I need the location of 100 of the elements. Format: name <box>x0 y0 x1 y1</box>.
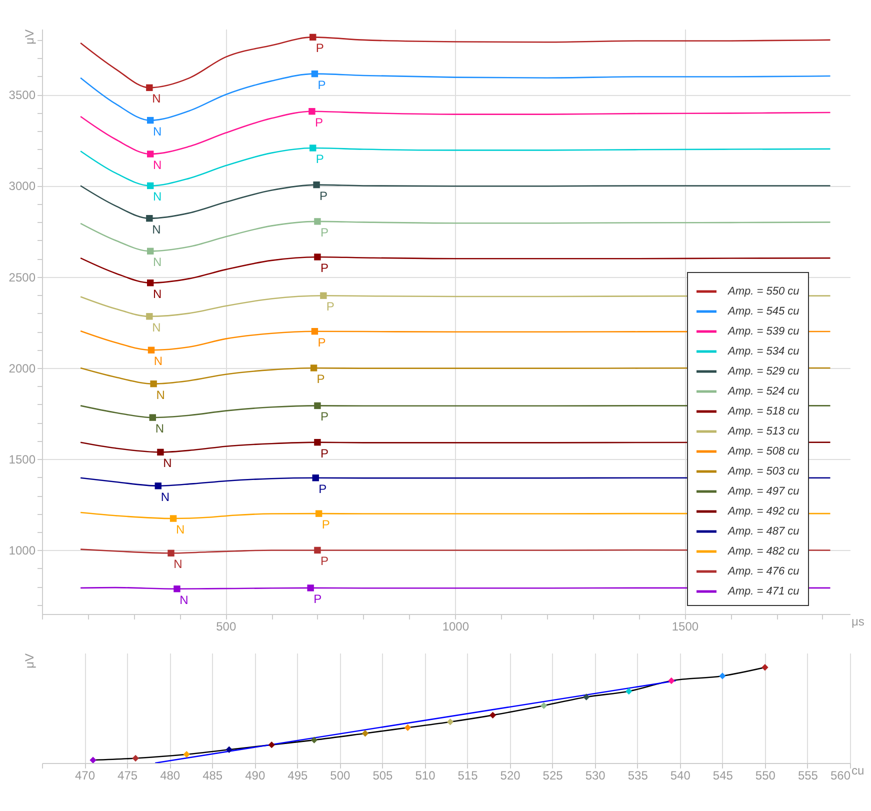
point <box>311 328 318 335</box>
point <box>313 181 320 188</box>
data-label: N <box>153 158 162 172</box>
point <box>146 214 153 222</box>
point <box>146 150 154 158</box>
x-tick-label: 475 <box>118 768 138 782</box>
point <box>320 292 327 299</box>
point <box>582 694 590 700</box>
point <box>148 346 155 354</box>
point <box>157 448 164 456</box>
x-tick-label: 560 <box>830 768 851 782</box>
point <box>719 672 726 680</box>
data-label: P <box>322 518 330 532</box>
data-label: P <box>326 300 334 314</box>
x-tick-label: 1000 <box>442 620 470 634</box>
x-tick-label: 515 <box>458 768 478 782</box>
point <box>314 402 321 410</box>
legend-label: Amp. = 497 cu <box>727 486 800 498</box>
data-label: P <box>316 41 324 56</box>
legend-label: Amp. = 482 cu <box>727 546 800 558</box>
point <box>150 380 157 388</box>
data-label: N <box>153 190 162 204</box>
legend-label: Amp. = 545 cu <box>727 306 800 318</box>
data-label: N <box>153 124 162 138</box>
x-tick-label: 485 <box>202 768 223 782</box>
point <box>183 751 190 758</box>
data-label: N <box>180 592 188 607</box>
point <box>310 736 318 744</box>
point <box>310 364 318 372</box>
legend-label: Amp. = 550 cu <box>727 286 800 298</box>
x-tick-label: 500 <box>330 768 351 782</box>
point <box>174 585 180 592</box>
legend-label: Amp. = 476 cu <box>727 566 800 578</box>
point <box>314 438 321 446</box>
data-label: N <box>160 490 170 504</box>
data-label: N <box>154 354 163 368</box>
point <box>146 248 154 255</box>
data-label: P <box>314 115 323 130</box>
legend-label: Amp. = 508 cu <box>727 446 800 458</box>
point <box>168 550 174 556</box>
x-tick-label: 530 <box>585 768 606 782</box>
point <box>310 34 316 41</box>
legend-label: Amp. = 518 cu <box>727 406 800 418</box>
x-tick-label: 535 <box>628 768 648 782</box>
data-label: P <box>320 260 328 275</box>
point <box>132 754 139 762</box>
point <box>404 724 412 731</box>
data-label: N <box>163 456 172 470</box>
y-axis-title: μV <box>22 654 36 668</box>
data-label: N <box>153 255 162 270</box>
y-tick-label: 2500 <box>8 270 36 284</box>
point <box>311 70 318 78</box>
data-label: P <box>320 446 328 460</box>
legend-label: Amp. = 534 cu <box>727 346 800 358</box>
legend-label: Amp. = 524 cu <box>727 386 800 398</box>
x-tick-label: 490 <box>245 768 266 782</box>
point <box>362 730 369 737</box>
data-label: P <box>320 225 328 240</box>
point <box>146 116 154 124</box>
data-label: N <box>155 422 164 436</box>
point <box>668 677 675 684</box>
point <box>146 182 154 190</box>
point <box>170 515 177 522</box>
x-tick-label: 505 <box>372 768 394 782</box>
y-tick-label: 1000 <box>8 544 36 558</box>
data-label: N <box>152 92 161 106</box>
x-tick-label: 1500 <box>672 620 699 634</box>
x-axis-title: cu <box>852 764 864 778</box>
x-tick-label: 550 <box>755 768 776 782</box>
point <box>489 712 496 719</box>
data-label: P <box>316 152 324 166</box>
x-tick-label: 495 <box>288 768 308 782</box>
point <box>146 84 153 92</box>
point <box>626 688 632 695</box>
legend-label: Amp. = 513 cu <box>727 426 800 438</box>
data-label: N <box>176 522 185 537</box>
x-tick-label: 540 <box>670 768 691 782</box>
point <box>446 718 454 726</box>
data-label: N <box>153 286 162 301</box>
point <box>146 280 154 286</box>
point <box>314 546 321 554</box>
legend-label: Amp. = 471 cu <box>727 586 800 598</box>
x-tick-label: 525 <box>542 768 564 782</box>
point <box>149 414 156 421</box>
x-tick-label: 480 <box>160 768 180 782</box>
data-label: P <box>314 592 322 606</box>
x-tick-label: 500 <box>216 620 236 634</box>
point <box>314 254 321 260</box>
data-label: P <box>318 335 326 350</box>
point <box>540 702 548 709</box>
y-tick-label: 3500 <box>8 88 36 102</box>
data-label: N <box>152 320 161 334</box>
point <box>762 664 768 671</box>
data-label: P <box>320 554 328 568</box>
legend-label: Amp. = 487 cu <box>727 526 800 538</box>
data-label: N <box>152 222 161 236</box>
y-tick-label: 3000 <box>8 179 36 194</box>
point <box>146 313 153 320</box>
y-tick-label: 2000 <box>8 361 36 376</box>
point <box>310 144 316 152</box>
